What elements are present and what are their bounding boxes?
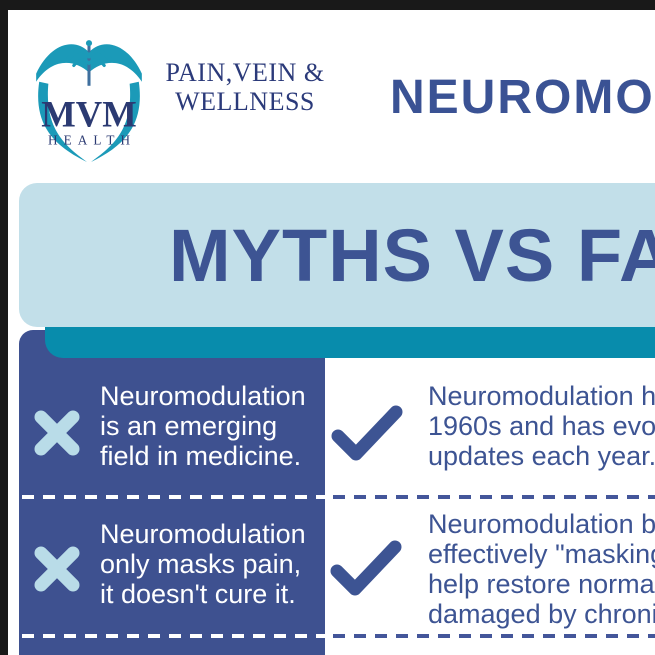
fact-2-text: Neuromodulation b effectively "masking h… bbox=[428, 509, 655, 629]
fact-1-line1: Neuromodulation h bbox=[428, 381, 655, 411]
row-separator-2-fact-side bbox=[333, 634, 655, 638]
fact-2-line3: help restore normal bbox=[428, 569, 655, 599]
fact-1-text: Neuromodulation h 1960s and has evol upd… bbox=[428, 381, 655, 471]
banner: MYTHS VS FACTS bbox=[19, 183, 655, 327]
check-icon bbox=[331, 405, 403, 461]
myth-2-text: Neuromodulation only masks pain, it does… bbox=[100, 519, 335, 609]
x-icon bbox=[34, 410, 80, 456]
page-title: NEUROMODULATION bbox=[390, 71, 655, 124]
check-icon bbox=[330, 540, 402, 596]
brand-line1: PAIN,VEIN & bbox=[165, 58, 325, 87]
x-icon bbox=[34, 546, 80, 592]
row-separator-2-myth-side bbox=[22, 634, 325, 638]
myths-column-background bbox=[19, 330, 325, 655]
logo-initials: MVM bbox=[41, 93, 136, 134]
fact-1-line2: 1960s and has evol bbox=[428, 411, 655, 441]
brand-name: PAIN,VEIN & WELLNESS bbox=[150, 58, 340, 116]
fact-2-line4: damaged by chroni bbox=[428, 599, 655, 629]
brand-line2: WELLNESS bbox=[175, 87, 315, 116]
row-separator-1-myth-side bbox=[22, 495, 325, 499]
row-separator-1-fact-side bbox=[333, 495, 655, 499]
fact-2-line1: Neuromodulation b bbox=[428, 509, 655, 539]
myth-1-line2: is an emerging bbox=[100, 411, 278, 441]
myth-1-line3: field in medicine. bbox=[100, 441, 302, 471]
frame-top-edge bbox=[0, 0, 655, 10]
myth-2-line2: only masks pain, bbox=[100, 549, 302, 579]
banner-title: MYTHS VS FACTS bbox=[169, 213, 655, 297]
myth-2-line3: it doesn't cure it. bbox=[100, 579, 296, 609]
logo-subtext: HEALTH bbox=[48, 133, 136, 148]
shield-caduceus-icon: MVM HEALTH bbox=[36, 40, 142, 162]
frame-left-edge bbox=[0, 0, 8, 655]
fact-1-line3: updates each year. bbox=[428, 441, 655, 471]
fact-2-line2: effectively "masking bbox=[428, 539, 655, 569]
myth-1-text: Neuromodulation is an emerging field in … bbox=[100, 381, 335, 471]
myth-2-line1: Neuromodulation bbox=[100, 519, 306, 549]
myth-1-line1: Neuromodulation bbox=[100, 381, 306, 411]
